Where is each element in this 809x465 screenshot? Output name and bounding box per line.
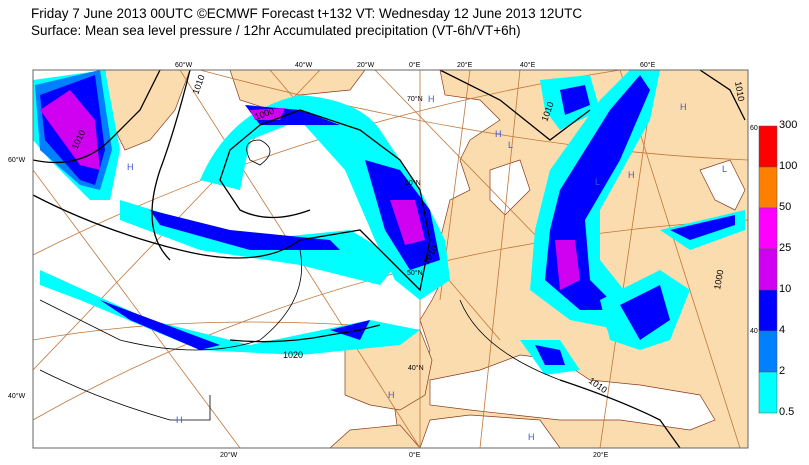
low-pressure-marker: L — [508, 140, 513, 150]
pressure-centres: H H H H H H L L L H H — [127, 94, 727, 442]
legend-swatch — [758, 371, 778, 414]
high-pressure-marker: H — [388, 390, 395, 400]
legend-swatch — [758, 166, 778, 209]
legend-level-label: 2 — [779, 365, 786, 377]
lat-label: 70°N — [407, 95, 423, 103]
low-pressure-marker: L — [595, 177, 600, 187]
high-pressure-marker: H — [628, 170, 635, 180]
high-pressure-marker: H — [680, 102, 687, 112]
legend-swatch — [758, 289, 778, 332]
lon-label: 60°E — [640, 61, 656, 69]
lat-label: 40°W — [8, 392, 26, 400]
legend-level-label: 10 — [779, 283, 792, 295]
lon-label: 20°W — [220, 451, 238, 459]
isobar-label: 1000 — [712, 269, 725, 290]
legend-level-label: 25 — [779, 242, 792, 254]
isobar-label: 1020 — [283, 350, 303, 360]
iberia — [344, 329, 433, 411]
title-line-2: Surface: Mean sea level pressure / 12hr … — [31, 23, 521, 38]
high-pressure-marker: H — [176, 415, 183, 425]
lon-label: 0°E — [409, 61, 421, 69]
lon-label: 20°W — [357, 61, 375, 69]
legend-swatch — [758, 125, 778, 168]
lat-label: 40°N — [408, 364, 424, 372]
legend-level-label: 0.5 — [779, 406, 795, 418]
caspian-sea — [699, 159, 746, 211]
high-pressure-marker: H — [428, 94, 435, 104]
high-pressure-marker: H — [495, 129, 502, 139]
legend-level-label: 300 — [779, 119, 798, 131]
legend-level-label: 4 — [779, 324, 786, 336]
lon-label: 0°E — [409, 451, 421, 459]
lat-label: 50°N — [407, 269, 423, 277]
lat-label: 40 — [750, 328, 758, 335]
lon-label: 60°W — [175, 61, 193, 69]
lat-label: 60°W — [8, 156, 26, 164]
lat-label: 60 — [750, 125, 758, 132]
lon-label: 20°E — [593, 451, 609, 459]
lon-label: 20°E — [457, 61, 473, 69]
mediterranean-sea — [429, 354, 716, 431]
title-line-1: Friday 7 June 2013 00UTC ©ECMWF Forecast… — [31, 6, 583, 21]
isobar-label: 1010 — [733, 81, 746, 102]
north-africa — [329, 424, 421, 448]
baltic-sea — [489, 159, 531, 216]
legend-swatch — [758, 207, 778, 250]
legend-swatch — [758, 330, 778, 373]
high-pressure-marker: H — [127, 162, 134, 172]
lon-label: 40°W — [295, 61, 313, 69]
legend-swatch — [758, 248, 778, 291]
legend-level-label: 50 — [779, 201, 792, 213]
map-border — [32, 69, 749, 449]
legend-level-label: 100 — [779, 160, 798, 172]
high-pressure-marker: H — [528, 432, 535, 442]
precipitation — [33, 70, 745, 375]
isobars — [33, 70, 746, 448]
lon-label: 40°E — [520, 61, 536, 69]
low-pressure-marker: L — [722, 164, 727, 174]
lat-label: 60°N — [405, 179, 421, 187]
graticule-labels: 60°W 40°W 20°W 0°E 20°E 40°E 60°E 20°W 0… — [8, 61, 758, 459]
precipitation-legend — [758, 125, 778, 414]
